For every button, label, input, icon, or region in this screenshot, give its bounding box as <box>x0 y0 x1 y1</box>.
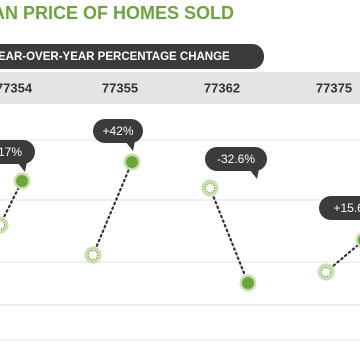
category-label: 77362 <box>204 80 240 95</box>
label-pointer <box>17 162 27 172</box>
connector <box>91 160 134 257</box>
category-label: 77354 <box>0 80 33 95</box>
label-pointer <box>249 169 259 179</box>
start-dot-center <box>204 182 216 194</box>
chart-subtitle: EAR-OVER-YEAR PERCENTAGE CHANGE <box>0 51 230 63</box>
start-dot-center <box>320 266 332 278</box>
category-label: 77355 <box>102 80 138 95</box>
chart-title: AN PRICE OF HOMES SOLD <box>0 3 234 23</box>
end-dot-center <box>16 175 28 187</box>
rules <box>0 139 360 341</box>
category-label: 77375 <box>316 80 352 95</box>
end-dot-center <box>242 277 254 289</box>
header-band <box>0 72 360 104</box>
value-label: -32.6% <box>217 152 255 166</box>
connector <box>208 186 250 285</box>
value-label: +15.63 <box>333 201 360 215</box>
label-pill <box>0 140 35 164</box>
label-pill <box>319 196 360 220</box>
end-dot-center <box>126 156 138 168</box>
subtitle-pill <box>0 44 264 69</box>
value-label: 17% <box>0 145 22 159</box>
value-label: +42% <box>102 124 133 138</box>
end-dot <box>355 232 360 248</box>
start-dot-center <box>0 219 6 231</box>
start-dot-center <box>87 249 99 261</box>
label-pill <box>205 147 267 171</box>
label-pill <box>93 119 143 143</box>
label-pointer <box>125 141 135 151</box>
